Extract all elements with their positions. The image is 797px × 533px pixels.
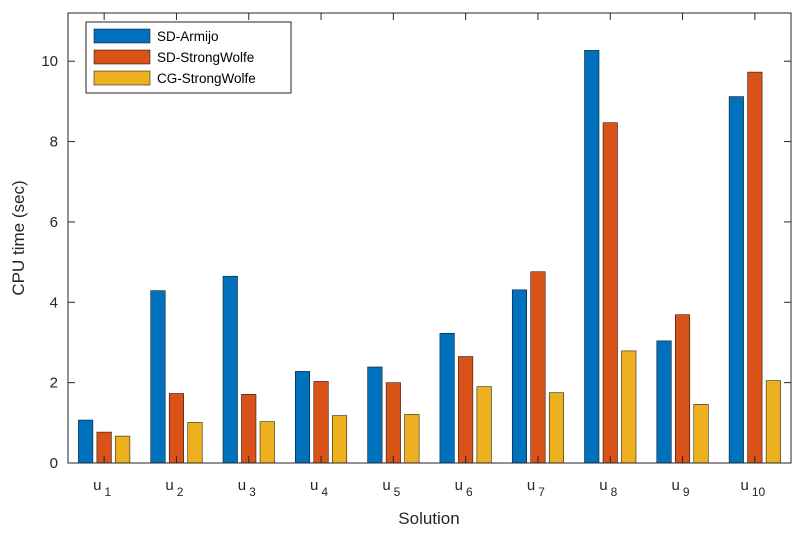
bar-cg-strongwolfe-8 <box>621 350 637 464</box>
legend-label: SD-Armijo <box>157 29 219 44</box>
legend-swatch-cg-strongwolfe <box>93 70 151 86</box>
bar-sd-armijo-3 <box>222 275 238 464</box>
bar-sd-armijo-1 <box>78 419 94 464</box>
bar-sd-armijo-8 <box>584 50 600 464</box>
y-tick-label: 4 <box>50 294 58 311</box>
bar-cg-strongwolfe-1 <box>115 435 131 464</box>
bar-sd-strongwolfe-5 <box>385 382 401 464</box>
y-tick-label: 10 <box>41 53 58 70</box>
y-tick-label: 2 <box>50 375 58 392</box>
y-tick-label: 8 <box>50 134 58 151</box>
bar-sd-strongwolfe-2 <box>168 393 184 464</box>
bar-sd-strongwolfe-6 <box>458 356 474 464</box>
bar-sd-armijo-6 <box>439 332 455 464</box>
bar-sd-strongwolfe-3 <box>241 394 257 464</box>
bar-sd-armijo-9 <box>656 340 672 464</box>
legend-label: CG-StrongWolfe <box>157 71 256 86</box>
bar-cg-strongwolfe-10 <box>765 380 781 464</box>
x-axis-label: Solution <box>398 509 459 528</box>
bar-cg-strongwolfe-6 <box>476 386 492 464</box>
legend-swatch-sd-armijo <box>93 28 151 44</box>
bar-sd-armijo-2 <box>150 290 166 464</box>
legend-swatch-sd-strongwolfe <box>93 49 151 65</box>
bar-sd-armijo-10 <box>728 96 744 464</box>
y-tick-label: 0 <box>50 455 58 472</box>
bar-sd-armijo-4 <box>295 371 311 464</box>
bar-cg-strongwolfe-5 <box>404 414 420 464</box>
y-tick-label: 6 <box>50 214 58 231</box>
bar-sd-strongwolfe-7 <box>530 271 546 464</box>
bar-cg-strongwolfe-9 <box>693 404 709 464</box>
bar-cg-strongwolfe-3 <box>259 421 275 464</box>
y-axis-label: CPU time (sec) <box>9 180 28 295</box>
bar-sd-armijo-7 <box>511 289 527 464</box>
bar-sd-strongwolfe-8 <box>602 122 618 464</box>
bar-cg-strongwolfe-2 <box>187 422 203 464</box>
bar-sd-strongwolfe-10 <box>747 71 763 464</box>
bar-cg-strongwolfe-4 <box>332 415 348 464</box>
bar-sd-strongwolfe-9 <box>675 314 691 464</box>
legend-label: SD-StrongWolfe <box>157 50 254 65</box>
x-tick-label: u 10 <box>740 477 765 499</box>
bar-cg-strongwolfe-7 <box>548 392 564 464</box>
bar-sd-strongwolfe-4 <box>313 381 329 464</box>
bar-sd-armijo-5 <box>367 366 383 464</box>
plot-area-border <box>67 12 792 464</box>
legend: SD-Armijo SD-StrongWolfe CG-StrongWolfe <box>85 21 292 94</box>
